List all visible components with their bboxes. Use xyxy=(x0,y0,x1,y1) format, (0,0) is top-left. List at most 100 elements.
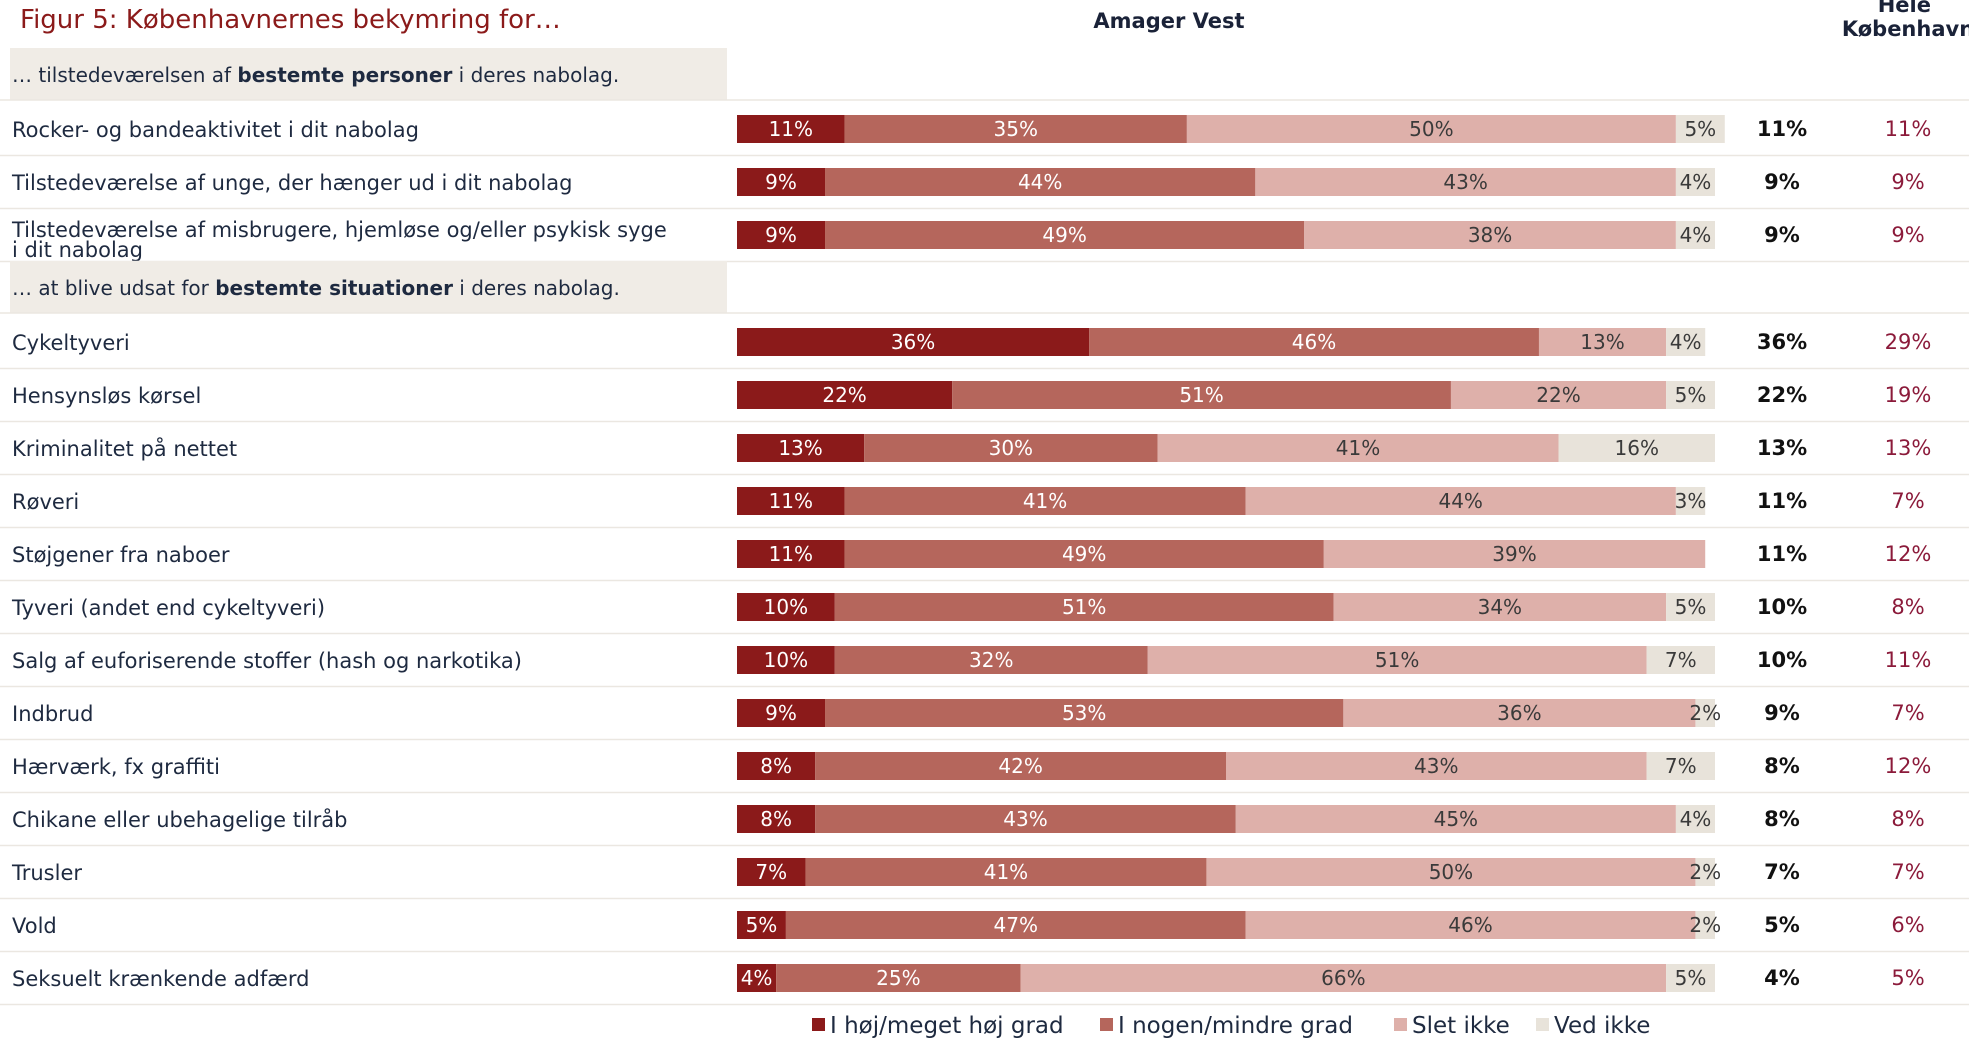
category-label-line2: i dit nabolag xyxy=(12,238,143,262)
bar-segment xyxy=(737,752,816,780)
bar-segment xyxy=(1304,221,1676,249)
bar-segment xyxy=(1450,381,1667,409)
category-label: Cykeltyveri xyxy=(12,331,130,355)
bar-segment xyxy=(864,434,1158,462)
hele-kobenhavn-value: 13% xyxy=(1885,436,1932,460)
column-header-hele-kobenhavn-line1: Hele xyxy=(1878,0,1931,17)
bar-segment xyxy=(1666,381,1715,409)
bar-segment xyxy=(737,646,835,674)
bar-segment xyxy=(1675,168,1715,196)
data-label: 22% xyxy=(822,383,866,407)
bar-segment xyxy=(1255,168,1676,196)
bar-segment xyxy=(1675,221,1715,249)
bar-segment xyxy=(737,487,845,515)
category-label: Chikane eller ubehagelige tilråb xyxy=(12,807,348,832)
data-label: 45% xyxy=(1434,807,1478,831)
category-label: Salg af euforiserende stoffer (hash og n… xyxy=(12,649,522,673)
data-label: 34% xyxy=(1478,595,1522,619)
bar-segment xyxy=(844,540,1324,568)
bar-segment xyxy=(1020,964,1667,992)
bar-row: Kriminalitet på nettet 13% 30% 41% 16% 13% 13% xyxy=(12,434,1931,462)
data-label: 50% xyxy=(1409,117,1453,141)
bar-segment xyxy=(1646,646,1715,674)
hele-kobenhavn-value: 9% xyxy=(1891,170,1924,194)
bar-segment xyxy=(737,593,835,621)
data-label: 5% xyxy=(1675,383,1707,407)
bar-segment xyxy=(1666,328,1706,356)
bar-segment xyxy=(834,593,1334,621)
legend-label: I nogen/mindre grad xyxy=(1118,1013,1353,1039)
amager-vest-value: 13% xyxy=(1757,436,1807,460)
bar-segment xyxy=(1666,593,1715,621)
data-label: 10% xyxy=(764,595,808,619)
section-header: … at blive udsat for bestemte situatione… xyxy=(12,276,620,300)
bar-segment xyxy=(834,646,1148,674)
hele-kobenhavn-value: 6% xyxy=(1891,913,1924,937)
bar-row: Chikane eller ubehagelige tilråb 8% 43% 45%… xyxy=(12,805,1925,833)
data-label: 4% xyxy=(1680,807,1712,831)
bar-segment xyxy=(737,858,806,886)
hele-kobenhavn-value: 7% xyxy=(1891,489,1924,513)
hele-kobenhavn-value: 8% xyxy=(1891,595,1924,619)
bar-segment xyxy=(815,805,1236,833)
data-label: 11% xyxy=(769,117,813,141)
legend-label: Slet ikke xyxy=(1412,1013,1510,1039)
column-header-amager-vest: Amager Vest xyxy=(1093,9,1244,33)
data-label: 46% xyxy=(1448,913,1492,937)
data-label: 13% xyxy=(778,436,822,460)
data-label: 41% xyxy=(984,860,1028,884)
bar-segment xyxy=(1675,115,1725,143)
data-label: 41% xyxy=(1336,436,1380,460)
category-label: Vold xyxy=(12,914,57,938)
bar-segment xyxy=(737,221,826,249)
bar-row: Rocker- og bandeaktivitet i dit nabolag 1… xyxy=(12,115,1931,143)
bar-segment xyxy=(1245,487,1676,515)
data-label: 4% xyxy=(741,966,773,990)
data-label: 36% xyxy=(891,330,935,354)
data-label: 11% xyxy=(769,542,813,566)
bar-segment xyxy=(737,168,826,196)
legend-swatch xyxy=(1100,1018,1113,1031)
category-label: Støjgener fra naboer xyxy=(12,543,230,567)
amager-vest-value: 9% xyxy=(1764,170,1800,194)
bar-row: Indbrud 9% 53% 36% 2% 9% 7% xyxy=(12,699,1925,727)
data-label: 7% xyxy=(1665,754,1697,778)
bar-segment xyxy=(1343,699,1696,727)
data-label: 44% xyxy=(1438,489,1482,513)
legend-swatch xyxy=(1536,1018,1549,1031)
amager-vest-value: 9% xyxy=(1764,223,1800,247)
amager-vest-value: 9% xyxy=(1764,701,1800,725)
data-label: 53% xyxy=(1062,701,1106,725)
data-label: 2% xyxy=(1689,701,1721,725)
hele-kobenhavn-value: 12% xyxy=(1885,542,1932,566)
data-label: 49% xyxy=(1062,542,1106,566)
bar-row: Hærværk, fx graffiti 8% 42% 43% 7% 8% 12% xyxy=(12,752,1931,780)
data-label: 2% xyxy=(1689,860,1721,884)
bar-segment xyxy=(844,115,1187,143)
bar-segment xyxy=(785,911,1246,939)
data-label: 43% xyxy=(1443,170,1487,194)
data-label: 32% xyxy=(969,648,1013,672)
data-label: 36% xyxy=(1497,701,1541,725)
hele-kobenhavn-value: 5% xyxy=(1891,966,1924,990)
bar-segment xyxy=(1695,699,1715,727)
bar-segment xyxy=(1147,646,1647,674)
bar-row: Tilstedeværelse af misbrugere, hjemløse … xyxy=(11,218,1925,262)
bar-segment xyxy=(1695,911,1715,939)
bar-segment xyxy=(825,699,1344,727)
hele-kobenhavn-value: 12% xyxy=(1885,754,1932,778)
bar-segment xyxy=(737,540,845,568)
category-label: Tyveri (andet end cykeltyveri) xyxy=(11,596,325,620)
data-label: 4% xyxy=(1680,223,1712,247)
hele-kobenhavn-value: 11% xyxy=(1885,117,1932,141)
data-label: 66% xyxy=(1321,966,1365,990)
data-label: 46% xyxy=(1292,330,1336,354)
column-header-hele-kobenhavn-line2: København xyxy=(1842,17,1969,41)
bar-row: Hensynsløs kørsel 22% 51% 22% 5% 22% 19% xyxy=(12,381,1931,409)
bar-segment xyxy=(1558,434,1715,462)
bar-segment xyxy=(1333,593,1667,621)
category-label: Tilstedeværelse af unge, der hænger ud i… xyxy=(11,171,573,195)
bar-segment xyxy=(776,964,1021,992)
bar-segment xyxy=(737,699,826,727)
